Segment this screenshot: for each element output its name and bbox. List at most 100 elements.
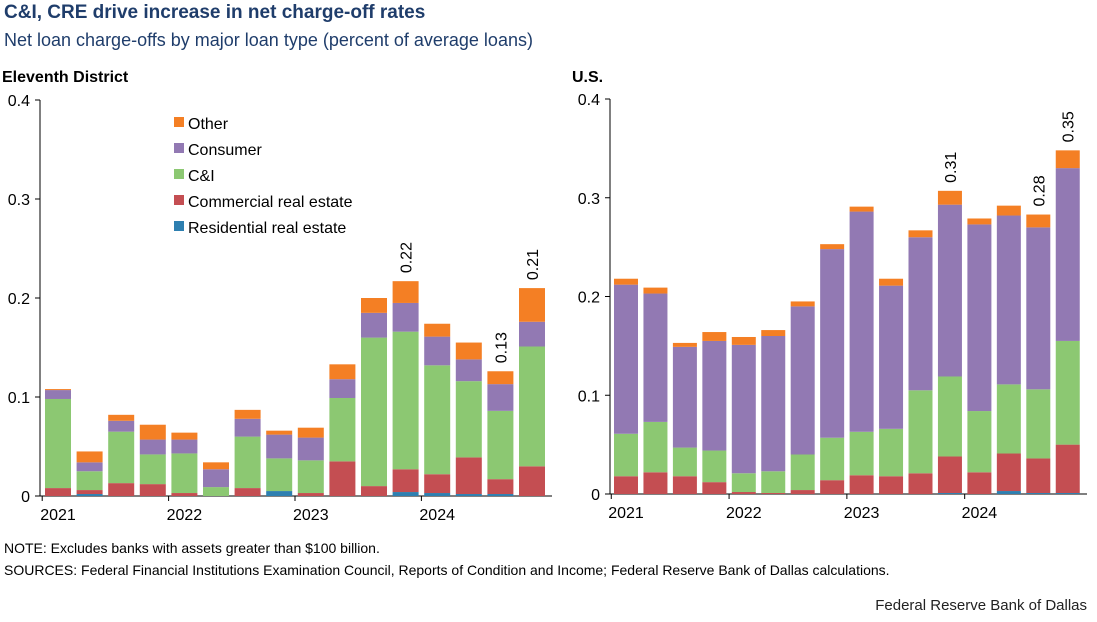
- bar-segment: [45, 390, 71, 399]
- bar-segment: [731, 492, 756, 494]
- panel-title-us: U.S.: [572, 69, 603, 86]
- bar-segment: [761, 493, 786, 494]
- bar-segment: [643, 293, 668, 422]
- bar-segment: [139, 439, 166, 455]
- bar-segment: [519, 466, 545, 496]
- x-tick-label: 2021: [608, 505, 644, 522]
- legend-swatch: [174, 143, 184, 153]
- bar-segment: [996, 215, 1021, 385]
- bar-segment: [171, 439, 198, 454]
- bar-segment: [790, 306, 815, 455]
- bar-segment: [519, 288, 545, 322]
- bar-segment: [937, 190, 962, 205]
- bar-segment: [967, 218, 992, 225]
- legend-swatch: [174, 117, 184, 127]
- x-tick-label: 2024: [962, 505, 998, 522]
- bar-segment: [392, 331, 419, 470]
- bar-segment: [203, 487, 229, 496]
- bar-segment: [108, 420, 135, 432]
- bar-segment: [996, 384, 1021, 454]
- bar-segment: [45, 398, 71, 489]
- bar-segment: [455, 494, 482, 496]
- bar-segment: [1026, 227, 1051, 390]
- bar-segment: [108, 431, 135, 484]
- bar-segment: [266, 458, 293, 492]
- bar-segment: [849, 211, 874, 432]
- bar-segment: [820, 244, 845, 250]
- bar-segment: [455, 342, 482, 360]
- bar-segment: [45, 389, 71, 391]
- y-tick-label: 0: [591, 487, 600, 504]
- bar-segment: [234, 409, 261, 419]
- bar-segment: [908, 230, 933, 238]
- bar-segment: [392, 302, 419, 332]
- bar-segment: [672, 342, 697, 347]
- bar-segment: [731, 336, 756, 345]
- bar-segment: [672, 476, 697, 494]
- bar-segment: [455, 359, 482, 382]
- bar-segment: [108, 483, 135, 496]
- x-tick-label: 2024: [419, 507, 455, 524]
- bar-segment: [702, 450, 727, 483]
- x-tick-label: 2022: [726, 505, 762, 522]
- bar-segment: [702, 482, 727, 494]
- bar-segment: [424, 323, 451, 337]
- bar-segment: [266, 491, 293, 496]
- bar-segment: [1055, 340, 1080, 445]
- bar-segment: [614, 284, 638, 434]
- bar-segment: [1055, 150, 1080, 169]
- bar-segment: [879, 428, 904, 477]
- x-tick-label: 2021: [40, 507, 76, 524]
- x-tick-label: 2022: [167, 507, 203, 524]
- bar-segment: [672, 447, 697, 477]
- bar-segment: [761, 330, 786, 336]
- bar-segment: [329, 397, 356, 462]
- bar-segment: [790, 490, 815, 494]
- bar-segment: [790, 454, 815, 491]
- bar-segment: [424, 336, 451, 366]
- y-tick-label: 0.3: [578, 191, 600, 208]
- bar-segment: [967, 224, 992, 412]
- bar-segment: [1026, 458, 1051, 494]
- bar-segment: [820, 437, 845, 481]
- bar-segment: [424, 474, 451, 494]
- bar-segment: [392, 281, 419, 303]
- bar-segment: [908, 237, 933, 391]
- bar-segment: [849, 431, 874, 476]
- bar-segment: [171, 453, 198, 494]
- bar-segment: [234, 418, 261, 437]
- bar-segment: [266, 434, 293, 459]
- bar-segment: [76, 471, 103, 491]
- y-tick-label: 0.4: [578, 92, 600, 109]
- legend-swatch: [174, 169, 184, 179]
- bar-segment: [996, 491, 1021, 494]
- y-tick-label: 0.4: [8, 93, 30, 110]
- bar-segment: [937, 456, 962, 494]
- bar-segment: [297, 460, 324, 494]
- legend-label: Consumer: [188, 142, 262, 159]
- bar-segment: [937, 376, 962, 457]
- bar-segment: [203, 462, 229, 470]
- panel-title-district: Eleventh District: [2, 69, 129, 86]
- chart-title: C&I, CRE drive increase in net charge-of…: [4, 2, 426, 23]
- legend-label: Other: [188, 116, 229, 133]
- bar-segment: [424, 493, 451, 496]
- bar-segment: [849, 206, 874, 212]
- y-tick-label: 0.2: [8, 291, 30, 308]
- bar-segment: [455, 381, 482, 458]
- bar-segment: [45, 488, 71, 496]
- bar-segment: [820, 249, 845, 438]
- bar-segment: [879, 476, 904, 494]
- bar-segment: [614, 476, 638, 494]
- bar-segment: [487, 479, 514, 495]
- bar-segment: [761, 471, 786, 494]
- bar-segment: [329, 379, 356, 398]
- bar-segment: [1026, 389, 1051, 459]
- bar-segment: [297, 427, 324, 438]
- bar-segment: [487, 410, 514, 480]
- bar-segment: [455, 457, 482, 495]
- total-label: 0.35: [1061, 111, 1078, 142]
- bar-segment: [234, 436, 261, 489]
- bar-segment: [361, 312, 387, 338]
- total-label: 0.21: [525, 249, 542, 280]
